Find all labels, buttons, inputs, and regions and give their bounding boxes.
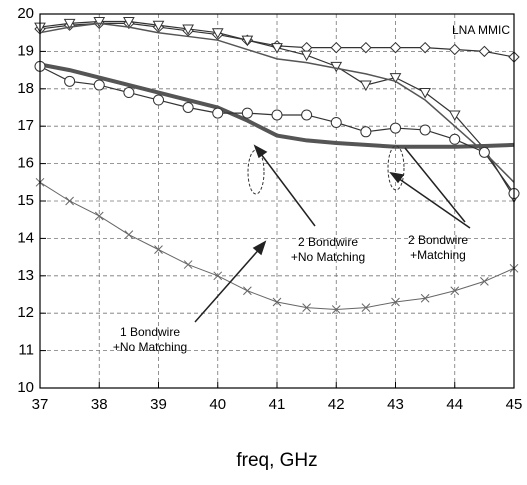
x-tick-label: 41 bbox=[269, 396, 286, 413]
marker bbox=[360, 41, 372, 54]
marker bbox=[331, 305, 341, 314]
marker bbox=[480, 277, 489, 286]
marker bbox=[94, 211, 104, 221]
y-tick-label: 14 bbox=[17, 229, 34, 246]
x-tick-label: 39 bbox=[150, 396, 167, 413]
y-tick-label: 17 bbox=[17, 117, 34, 134]
marker bbox=[360, 126, 372, 138]
marker bbox=[182, 102, 194, 113]
marker bbox=[389, 73, 402, 84]
x-tick-label: 40 bbox=[209, 396, 226, 413]
marker bbox=[241, 35, 254, 47]
series-line bbox=[39, 62, 515, 149]
annotation: +Matching bbox=[410, 248, 466, 262]
annotation: 2 Bondwire bbox=[408, 233, 468, 247]
marker bbox=[449, 133, 461, 145]
marker bbox=[64, 75, 76, 87]
annotation: 2 Bondwire bbox=[298, 235, 358, 249]
marker bbox=[243, 286, 252, 296]
arrow bbox=[257, 149, 316, 227]
marker bbox=[123, 87, 135, 99]
arrowhead bbox=[389, 171, 405, 184]
x-tick-label: 43 bbox=[387, 396, 404, 413]
marker bbox=[124, 230, 134, 240]
x-tick-label: 42 bbox=[328, 396, 345, 413]
marker bbox=[478, 45, 491, 58]
arrow bbox=[194, 245, 263, 323]
y-tick-label: 12 bbox=[17, 304, 34, 321]
marker bbox=[63, 18, 76, 30]
annotation: LNA MMIC bbox=[452, 23, 510, 37]
y-tick-label: 19 bbox=[17, 42, 34, 59]
marker bbox=[330, 116, 342, 128]
y-tick-label: 11 bbox=[18, 342, 34, 359]
arrowhead bbox=[253, 144, 268, 159]
marker bbox=[419, 124, 431, 136]
marker bbox=[271, 109, 283, 121]
plot: 10 11 12 13 14 15 16 17 18 19 20 37 38 39 40 41 42 43 44 45 bbox=[17, 5, 522, 413]
plot-frame bbox=[39, 13, 515, 389]
y-tick-label: 10 bbox=[17, 379, 34, 396]
y-tick-label: 15 bbox=[17, 192, 34, 209]
x-tick-label: 38 bbox=[91, 396, 108, 413]
marker bbox=[152, 20, 165, 32]
marker bbox=[478, 146, 490, 158]
annotation: 1 Bondwire bbox=[120, 325, 180, 339]
x-tick-label: 44 bbox=[446, 396, 463, 413]
arrows bbox=[194, 144, 471, 323]
x-tick-label: 37 bbox=[32, 396, 49, 413]
marker bbox=[391, 297, 400, 307]
marker bbox=[390, 122, 401, 134]
marker bbox=[419, 41, 431, 54]
arrowhead bbox=[252, 240, 267, 256]
marker bbox=[183, 260, 193, 269]
y-tick-label: 20 bbox=[17, 5, 34, 22]
marker bbox=[449, 43, 461, 56]
x-tick-label: 45 bbox=[506, 396, 523, 413]
annotation: +No Matching bbox=[291, 250, 365, 264]
marker bbox=[330, 41, 342, 54]
marker bbox=[330, 61, 343, 73]
marker bbox=[93, 16, 106, 28]
marker bbox=[153, 94, 164, 106]
y-tick-label: 16 bbox=[17, 155, 34, 172]
marker bbox=[301, 109, 313, 121]
marker bbox=[300, 50, 313, 62]
marker bbox=[123, 16, 135, 28]
marker bbox=[154, 245, 163, 254]
marker bbox=[360, 80, 372, 92]
marker bbox=[419, 88, 431, 99]
arrow bbox=[394, 175, 471, 229]
ellipse bbox=[247, 149, 265, 195]
marker bbox=[272, 297, 282, 307]
marker bbox=[271, 43, 283, 54]
y-tick-label: 13 bbox=[17, 267, 34, 284]
marker bbox=[389, 41, 402, 54]
y-tick-label: 18 bbox=[17, 80, 34, 97]
x-axis-label: freq, GHz bbox=[236, 450, 317, 471]
marker bbox=[182, 24, 194, 35]
marker bbox=[361, 303, 371, 312]
ellipse bbox=[387, 145, 405, 191]
marker bbox=[93, 79, 105, 91]
marker bbox=[420, 293, 430, 303]
marker bbox=[448, 110, 461, 122]
marker bbox=[65, 196, 74, 206]
marker bbox=[302, 303, 311, 312]
marker bbox=[241, 107, 253, 119]
marker bbox=[211, 28, 224, 39]
marker bbox=[212, 107, 224, 119]
marker bbox=[450, 286, 460, 296]
annotation: +No Matching bbox=[113, 340, 187, 354]
series-line bbox=[39, 22, 515, 183]
marker bbox=[213, 271, 223, 281]
arrow bbox=[404, 147, 466, 223]
